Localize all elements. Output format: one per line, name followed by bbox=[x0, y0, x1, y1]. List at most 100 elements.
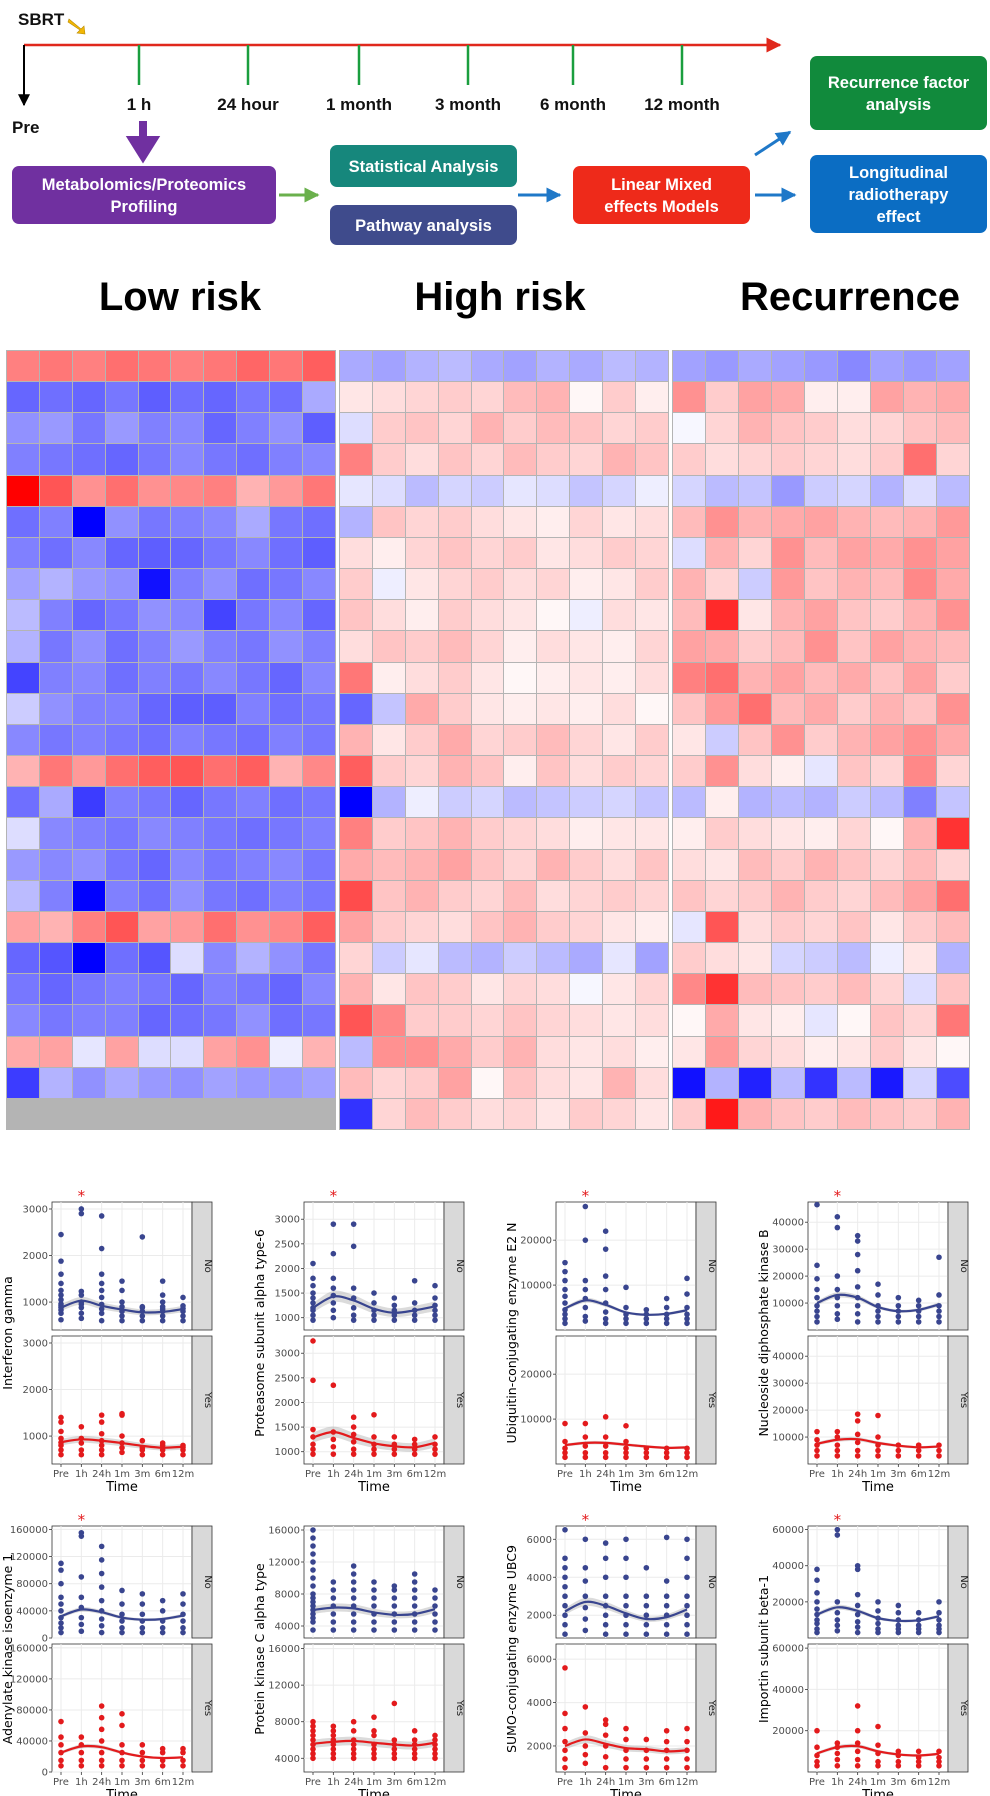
heatmap-cell bbox=[603, 787, 636, 818]
data-point bbox=[854, 1439, 861, 1446]
heatmap-cell bbox=[706, 1005, 738, 1036]
data-point bbox=[602, 1717, 609, 1723]
data-point bbox=[411, 1750, 418, 1757]
data-point bbox=[391, 1302, 398, 1309]
heatmap-cell bbox=[405, 724, 438, 756]
heatmap-cell bbox=[39, 724, 72, 756]
data-point bbox=[98, 1451, 105, 1458]
data-point bbox=[78, 1621, 85, 1628]
data-point bbox=[582, 1318, 589, 1324]
data-point bbox=[119, 1444, 125, 1451]
data-point bbox=[875, 1447, 881, 1454]
data-point bbox=[643, 1593, 650, 1600]
heatmap-cell bbox=[838, 351, 870, 382]
heatmap-cell bbox=[72, 444, 105, 475]
heatmap-cell bbox=[636, 537, 668, 569]
heatmap-cell bbox=[603, 662, 636, 693]
heatmap-cell bbox=[171, 1005, 204, 1036]
smooth-line bbox=[60, 1299, 184, 1314]
heatmap-low-risk bbox=[6, 350, 336, 1130]
data-point bbox=[936, 1447, 942, 1454]
heatmap-cell bbox=[471, 1005, 504, 1036]
heatmap-cell bbox=[270, 1036, 303, 1067]
heatmap-cell bbox=[105, 880, 138, 911]
heatmap-cell bbox=[270, 911, 303, 943]
heatmap-cell bbox=[706, 880, 738, 911]
data-point bbox=[119, 1313, 125, 1319]
data-point bbox=[936, 1622, 942, 1629]
heatmap-cell bbox=[138, 693, 171, 724]
heatmap-cell bbox=[471, 756, 504, 787]
heatmap-cell bbox=[7, 1036, 39, 1067]
data-point bbox=[623, 1725, 629, 1732]
data-point bbox=[310, 1551, 316, 1557]
heatmap-cell bbox=[438, 506, 471, 537]
data-point bbox=[623, 1315, 629, 1322]
heatmap-cell bbox=[39, 600, 72, 631]
facet-strip bbox=[191, 1525, 213, 1639]
data-point bbox=[391, 1746, 398, 1752]
heatmap-cell bbox=[570, 444, 603, 475]
heatmap-cell bbox=[204, 943, 237, 974]
heatmap-cell bbox=[772, 1098, 804, 1129]
data-point bbox=[411, 1737, 418, 1743]
heatmap-cell bbox=[871, 537, 903, 569]
heatmap-cell bbox=[372, 1098, 405, 1129]
data-point bbox=[895, 1319, 902, 1325]
facet-strip-label: Yes bbox=[706, 1391, 717, 1408]
data-point bbox=[875, 1281, 881, 1287]
heatmap-cell bbox=[603, 413, 636, 444]
heatmap-cell bbox=[570, 943, 603, 974]
heatmap-cell bbox=[603, 600, 636, 631]
heatmap-cell bbox=[405, 506, 438, 537]
data-point bbox=[330, 1436, 337, 1443]
data-point bbox=[371, 1579, 377, 1585]
data-point bbox=[834, 1316, 841, 1323]
data-point bbox=[623, 1736, 629, 1743]
data-point bbox=[98, 1306, 105, 1312]
data-point bbox=[854, 1411, 861, 1417]
heatmap-cell bbox=[204, 475, 237, 506]
heatmap-cell bbox=[739, 911, 771, 943]
heatmap-cell bbox=[537, 506, 570, 537]
data-point bbox=[411, 1300, 418, 1306]
workflow-diagram: SBRT Pre 1 h 24 hour 1 month 3 month 6 month… bbox=[12, 10, 987, 245]
heatmap-cell bbox=[237, 1067, 270, 1098]
heatmap-cell bbox=[904, 444, 936, 475]
heatmap-cell bbox=[504, 1098, 537, 1129]
y-tick-label: 1000 bbox=[23, 1298, 48, 1309]
smooth-line bbox=[312, 1295, 436, 1314]
x-tick-label: 1h bbox=[579, 1777, 592, 1788]
y-tick-label: 120000 bbox=[10, 1552, 48, 1563]
facet-strip bbox=[947, 1643, 969, 1773]
data-point bbox=[180, 1762, 186, 1769]
heatmap-cell bbox=[706, 974, 738, 1005]
data-point bbox=[330, 1750, 337, 1757]
data-point bbox=[119, 1711, 125, 1717]
x-tick-label: 12m bbox=[172, 1777, 194, 1788]
heatmap-cell bbox=[303, 475, 335, 506]
heatmap-cell bbox=[504, 569, 537, 600]
heatmap-cell bbox=[72, 849, 105, 880]
heatmap-cell bbox=[504, 506, 537, 537]
data-point bbox=[180, 1618, 186, 1624]
heatmap-cell bbox=[805, 943, 837, 974]
heatmap-title-recurrence: Recurrence bbox=[739, 275, 961, 319]
data-point bbox=[432, 1750, 438, 1757]
data-point bbox=[684, 1320, 690, 1327]
heatmap-cell bbox=[706, 662, 738, 693]
y-tick-label: 80000 bbox=[16, 1705, 48, 1716]
heatmap-cell bbox=[772, 911, 804, 943]
data-point bbox=[391, 1434, 398, 1440]
heatmap-cell bbox=[105, 818, 138, 849]
data-point bbox=[875, 1599, 881, 1605]
x-tick-label: 3m bbox=[638, 1777, 654, 1788]
data-point bbox=[814, 1727, 820, 1734]
data-point bbox=[371, 1300, 377, 1306]
heatmap-cell bbox=[636, 506, 668, 537]
x-tick-label: 6m bbox=[911, 1777, 927, 1788]
facet-strip bbox=[443, 1525, 465, 1639]
heatmap-cell bbox=[504, 1005, 537, 1036]
heatmap-cell bbox=[570, 382, 603, 413]
data-point bbox=[562, 1738, 568, 1745]
